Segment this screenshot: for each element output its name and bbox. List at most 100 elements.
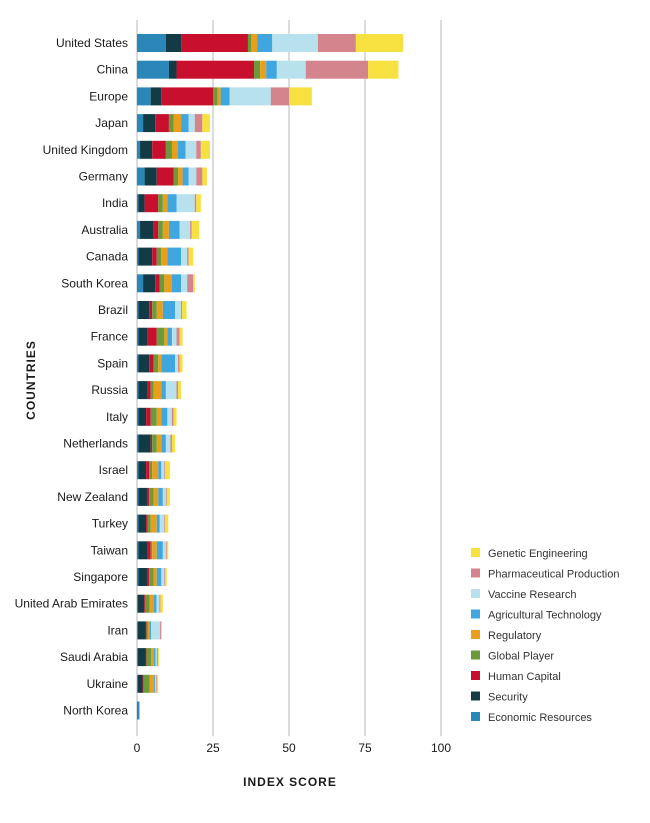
- bar-segment: [137, 594, 138, 613]
- legend-label: Global Player: [488, 651, 554, 663]
- category-label: Saudi Arabia: [60, 650, 128, 664]
- bar-segment: [276, 60, 306, 79]
- bar-segment: [152, 247, 157, 266]
- bar-segment: [193, 274, 195, 293]
- bar-segment: [167, 407, 172, 426]
- bar-segment: [167, 194, 177, 213]
- bar-segment: [137, 514, 139, 533]
- bar-segment: [266, 60, 277, 79]
- bar-segment: [188, 247, 194, 266]
- bar-segment: [165, 140, 172, 159]
- bar-segment: [181, 114, 189, 133]
- category-label: Russia: [91, 383, 128, 397]
- bar-segment: [162, 541, 166, 560]
- bar-segment: [147, 487, 150, 506]
- bar-segment: [138, 461, 147, 480]
- bar-segment: [162, 194, 168, 213]
- legend: Genetic Engineering Pharmaceutical Produc…: [471, 548, 619, 724]
- bar-segment: [138, 434, 151, 453]
- bar-segment: [137, 167, 145, 186]
- bar-segment: [165, 541, 167, 560]
- bar-segment: [181, 274, 188, 293]
- legend-swatch: [471, 609, 480, 619]
- bar-segment: [158, 461, 162, 480]
- bar-segment: [147, 514, 151, 533]
- bar-segment: [188, 167, 197, 186]
- bar-segment: [181, 301, 182, 319]
- bar-segment: [156, 514, 160, 533]
- legend-swatch: [471, 548, 480, 557]
- bar-segment: [154, 648, 156, 667]
- bar-segment: [155, 674, 157, 693]
- bar-segment: [173, 407, 177, 426]
- bar-segment: [147, 381, 151, 400]
- bar-segment: [137, 140, 141, 159]
- bar-segment: [196, 140, 201, 159]
- bar-segment: [176, 60, 255, 79]
- bar-segment: [178, 354, 180, 373]
- bar-segment: [153, 220, 159, 239]
- bar-segment: [138, 514, 147, 533]
- bar-segment: [146, 648, 151, 667]
- category-label: Ukraine: [87, 677, 129, 691]
- bar-segment: [137, 60, 169, 79]
- category-label: North Korea: [63, 704, 128, 718]
- category-label: France: [91, 330, 129, 344]
- bar-segment: [149, 354, 154, 373]
- bar-segment: [156, 594, 160, 613]
- bar-segment: [137, 568, 139, 586]
- bar-segment: [156, 301, 163, 319]
- bar-segment: [137, 434, 139, 453]
- legend-swatch: [471, 712, 480, 721]
- bar-segment: [140, 140, 153, 159]
- category-label: Iran: [107, 623, 128, 637]
- bar-segment: [138, 194, 145, 213]
- bar-segment: [150, 407, 157, 426]
- bar-segment: [138, 568, 148, 586]
- bar-segment: [137, 220, 141, 239]
- legend-label: Agricultural Technology: [488, 610, 602, 622]
- bar-segment: [168, 60, 177, 79]
- bar-segment: [187, 274, 194, 293]
- bar-segment: [138, 541, 148, 560]
- bar-segment: [144, 167, 157, 186]
- bar-segment: [152, 461, 159, 480]
- bar-segment: [305, 60, 369, 79]
- category-label: New Zealand: [57, 490, 128, 504]
- bar-segment: [156, 674, 159, 693]
- bar-segment: [156, 327, 165, 346]
- bar-segment: [161, 407, 168, 426]
- bar-segment: [185, 140, 197, 159]
- category-label: Europe: [89, 89, 128, 103]
- bar-segment: [158, 354, 162, 373]
- bar-segment: [156, 568, 162, 586]
- category-label: Italy: [106, 410, 128, 424]
- bar-segment: [137, 381, 139, 400]
- bar-segment: [143, 114, 156, 133]
- bar-segment: [137, 487, 139, 506]
- bar-segment: [202, 167, 207, 186]
- bar-segment: [161, 381, 166, 400]
- legend-label: Genetic Engineering: [488, 548, 588, 560]
- bar-segment: [168, 220, 180, 239]
- bar-segment: [137, 301, 139, 319]
- bar-segment: [153, 354, 159, 373]
- bar-segment: [138, 354, 150, 373]
- bar-segment: [166, 541, 169, 560]
- bar-segment: [137, 87, 151, 106]
- bar-segment: [161, 461, 165, 480]
- bar-segment: [161, 568, 165, 586]
- bar-segment: [156, 434, 162, 453]
- bar-segment: [171, 434, 175, 453]
- bar-segment: [156, 407, 162, 426]
- bar-segment: [251, 34, 258, 52]
- category-labels: United States China Europe Japan United King…: [15, 36, 129, 718]
- bar-segment: [254, 60, 261, 79]
- bar-segment: [152, 301, 157, 319]
- bar-segment: [175, 301, 182, 319]
- x-tick-label: 25: [206, 741, 220, 755]
- bar-segment: [138, 327, 148, 346]
- bar-segment: [145, 621, 147, 640]
- category-label: Taiwan: [91, 543, 128, 557]
- category-label: United Kingdom: [43, 143, 128, 157]
